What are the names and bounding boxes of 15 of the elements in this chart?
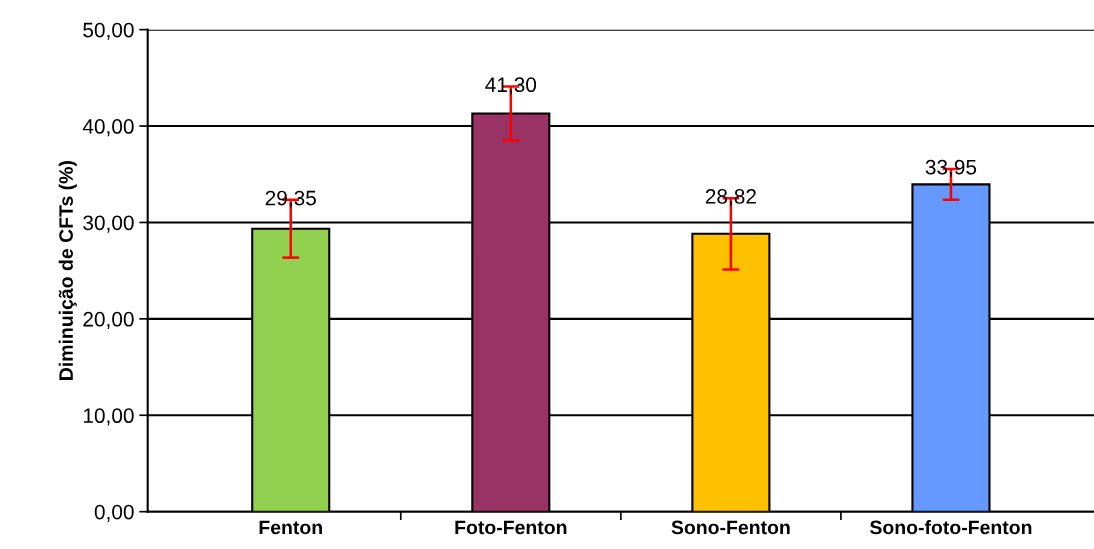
data-label: 28,82 — [705, 189, 756, 207]
y-tick-label: 20,00 — [83, 311, 134, 330]
x-tick-label: Sono-Fenton — [671, 520, 790, 535]
data-label: 29,35 — [265, 190, 316, 208]
data-label: 41,30 — [485, 77, 537, 95]
y-tick-label: 40,00 — [82, 119, 134, 137]
y-axis-title: Diminuição de CFTs (%) — [58, 161, 77, 380]
y-tick-label: 50,00 — [83, 22, 134, 40]
data-label: 33,95 — [925, 159, 977, 177]
x-tick-label: Foto-Fenton — [455, 520, 567, 535]
y-tick-label: 0,00 — [94, 504, 134, 522]
y-tick-label: 10,00 — [83, 408, 134, 426]
y-tick-label: 30,00 — [83, 215, 134, 233]
x-tick-label: Sono-foto-Fenton — [869, 520, 1032, 535]
x-tick-label: Fenton — [259, 520, 322, 535]
